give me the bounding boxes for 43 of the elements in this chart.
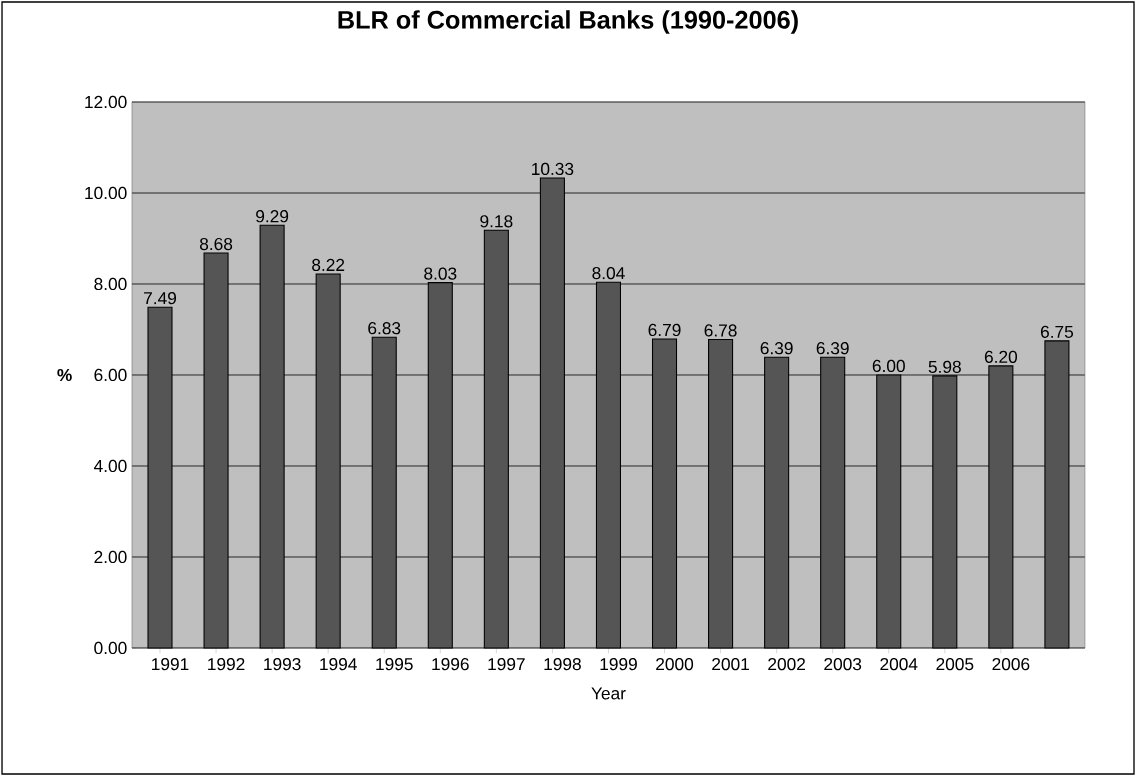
- x-tick-label: 1993: [264, 658, 301, 671]
- data-label: 6.39: [760, 342, 793, 355]
- y-tick-label: 2.00: [94, 550, 127, 564]
- data-label: 6.78: [704, 324, 737, 337]
- y-tick-label: 12.00: [85, 95, 127, 109]
- data-label: 9.29: [256, 210, 289, 223]
- data-label: 6.75: [1040, 325, 1074, 338]
- data-label: 9.18: [480, 215, 513, 228]
- x-tick-label: 1996: [432, 658, 469, 671]
- x-tick-label: 1994: [320, 658, 357, 671]
- data-label: 8.68: [199, 237, 233, 251]
- chart-title: BLR of Commercial Banks (1990-2006): [338, 10, 798, 34]
- x-tick-label: 2001: [712, 658, 749, 671]
- y-tick-label: 6.00: [94, 368, 127, 382]
- x-tick-label: 1991: [152, 658, 189, 671]
- y-tick-label: 0.00: [94, 641, 127, 655]
- data-label: 6.00: [872, 359, 905, 373]
- y-tick-label: 10.00: [85, 186, 127, 200]
- x-tick-label: 1999: [600, 658, 637, 671]
- data-label: 7.49: [144, 292, 177, 305]
- data-label: 8.22: [312, 258, 345, 272]
- data-label: 8.04: [592, 267, 625, 280]
- x-tick-label: 2000: [656, 658, 694, 671]
- x-tick-label: 1995: [376, 658, 413, 671]
- x-tick-label: 2003: [824, 658, 862, 671]
- x-axis-title: Year: [591, 687, 626, 700]
- x-tick-label: 2005: [936, 658, 974, 671]
- x-tick-label: 2002: [768, 658, 805, 671]
- data-label: 6.83: [368, 322, 401, 335]
- data-label: 5.98: [928, 360, 961, 373]
- y-tick-label: 4.00: [93, 459, 127, 473]
- data-label: 6.20: [984, 350, 1018, 363]
- y-tick-label: 8.00: [94, 277, 127, 291]
- x-tick-label: 1992: [208, 658, 245, 671]
- data-label: 10.33: [532, 162, 574, 176]
- data-label: 6.79: [648, 323, 681, 337]
- x-tick-label: 2006: [992, 658, 1030, 671]
- x-tick-label: 2004: [880, 658, 918, 671]
- x-tick-label: 1997: [488, 658, 525, 671]
- data-label: 8.03: [424, 267, 457, 280]
- y-axis-title: %: [57, 368, 72, 382]
- data-label: 6.39: [816, 342, 849, 355]
- x-tick-label: 1998: [544, 658, 581, 671]
